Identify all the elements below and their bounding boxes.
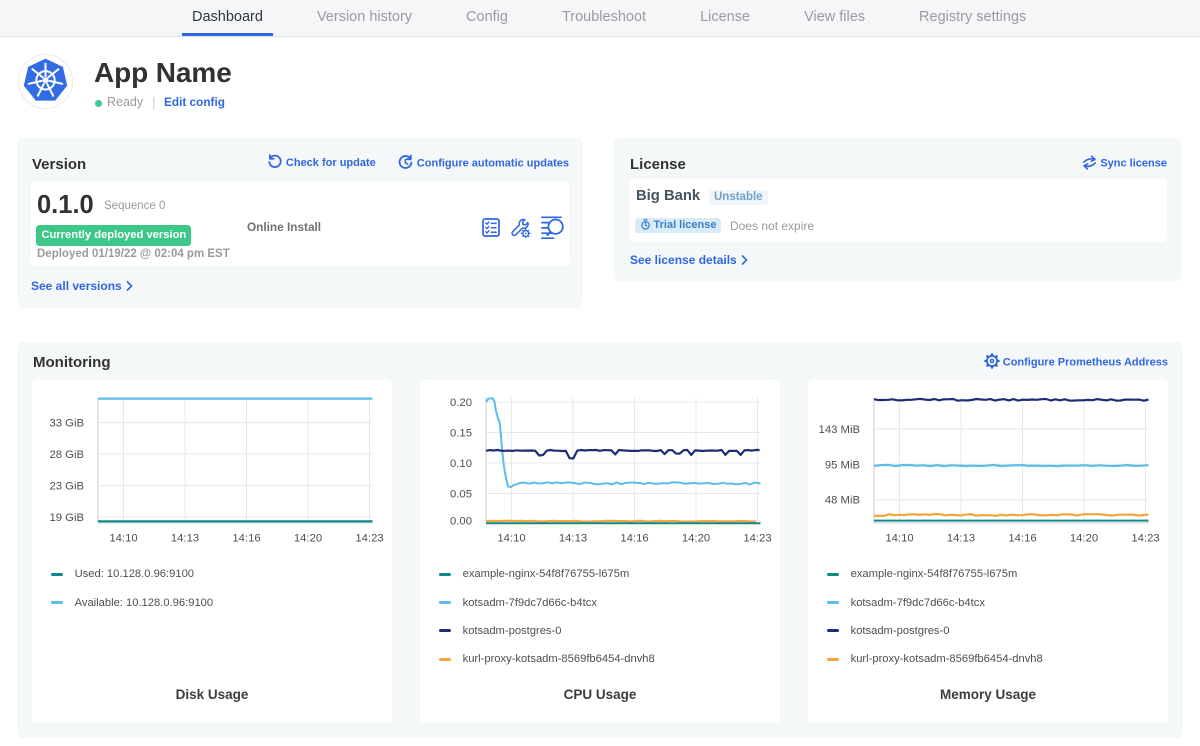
svg-text:14:10: 14:10 [109,533,137,545]
svg-text:14:23: 14:23 [743,533,771,545]
svg-text:28 GiB: 28 GiB [49,449,84,461]
svg-text:14:13: 14:13 [559,533,587,545]
svg-text:33 GiB: 33 GiB [49,418,84,430]
svg-text:14:13: 14:13 [171,533,199,545]
svg-text:19 GiB: 19 GiB [49,512,84,524]
svg-text:14:10: 14:10 [885,533,913,545]
svg-text:14:16: 14:16 [620,533,648,545]
svg-text:14:20: 14:20 [294,533,322,545]
svg-text:95 MiB: 95 MiB [825,459,860,471]
svg-text:14:20: 14:20 [682,533,710,545]
svg-text:14:23: 14:23 [355,533,383,545]
svg-text:23 GiB: 23 GiB [49,481,84,493]
svg-text:14:16: 14:16 [1008,533,1036,545]
svg-text:48 MiB: 48 MiB [825,495,860,507]
svg-text:0.20: 0.20 [450,397,472,409]
svg-text:14:20: 14:20 [1070,533,1098,545]
svg-text:0.00: 0.00 [450,516,472,528]
svg-text:0.10: 0.10 [450,458,472,470]
svg-text:143 MiB: 143 MiB [819,424,860,436]
svg-text:14:10: 14:10 [497,533,525,545]
svg-text:0.05: 0.05 [450,489,472,501]
svg-text:14:16: 14:16 [232,533,260,545]
svg-text:0.15: 0.15 [450,428,472,440]
svg-text:14:13: 14:13 [947,533,975,545]
svg-text:14:23: 14:23 [1131,533,1159,545]
